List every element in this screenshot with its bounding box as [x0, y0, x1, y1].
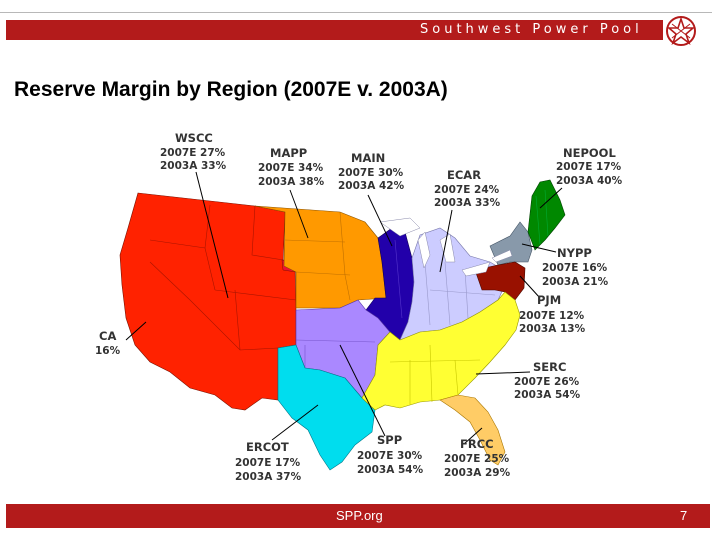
svg-text:2007E 27%: 2007E 27%: [160, 147, 226, 159]
svg-text:2003A 33%: 2003A 33%: [434, 197, 501, 209]
label-ca: CA 16%: [95, 329, 121, 357]
svg-text:2003A 13%: 2003A 13%: [519, 323, 586, 335]
region-pjm: [474, 261, 526, 301]
svg-text:16%: 16%: [95, 345, 121, 357]
svg-text:CA: CA: [99, 329, 116, 343]
region-ercot: [277, 344, 376, 471]
svg-text:MAPP: MAPP: [270, 146, 307, 160]
svg-text:PJM: PJM: [537, 293, 561, 307]
svg-text:ECAR: ECAR: [447, 168, 481, 182]
svg-text:2007E 34%: 2007E 34%: [258, 162, 324, 174]
svg-text:SPP: SPP: [377, 433, 402, 447]
svg-text:2007E 17%: 2007E 17%: [556, 161, 622, 173]
svg-text:2003A 33%: 2003A 33%: [160, 160, 227, 172]
footer-site-link[interactable]: SPP.org: [336, 508, 383, 523]
header-top-rule: [0, 12, 712, 13]
svg-text:2007E 16%: 2007E 16%: [542, 262, 608, 274]
svg-text:2007E 17%: 2007E 17%: [235, 457, 301, 469]
svg-text:2003A 42%: 2003A 42%: [338, 180, 405, 192]
label-main: MAIN 2007E 30% 2003A 42%: [338, 151, 405, 192]
label-wscc: WSCC 2007E 27% 2003A 33%: [160, 131, 227, 172]
svg-text:2007E 30%: 2007E 30%: [357, 450, 423, 462]
svg-text:2007E 26%: 2007E 26%: [514, 376, 580, 388]
footer-bar: [6, 504, 710, 528]
svg-text:2007E 25%: 2007E 25%: [444, 453, 510, 465]
svg-text:NEPOOL: NEPOOL: [563, 146, 616, 160]
svg-text:2003A 54%: 2003A 54%: [514, 389, 581, 401]
spp-star-logo-icon: [666, 16, 696, 46]
svg-text:FRCC: FRCC: [460, 437, 494, 451]
region-wscc: [119, 192, 297, 411]
svg-text:2007E 24%: 2007E 24%: [434, 184, 500, 196]
label-spp: SPP 2007E 30% 2003A 54%: [357, 433, 424, 476]
svg-text:2007E 30%: 2007E 30%: [338, 167, 404, 179]
header-org-name: Southwest Power Pool: [420, 22, 643, 37]
svg-text:2003A 40%: 2003A 40%: [556, 175, 623, 187]
label-serc: SERC 2007E 26% 2003A 54%: [514, 360, 581, 401]
svg-text:NYPP: NYPP: [557, 246, 592, 260]
svg-text:2003A 37%: 2003A 37%: [235, 471, 302, 483]
svg-text:2003A 29%: 2003A 29%: [444, 467, 511, 479]
label-nypp: NYPP 2007E 16% 2003A 21%: [542, 246, 609, 288]
svg-text:WSCC: WSCC: [175, 131, 213, 145]
page-number: 7: [680, 508, 688, 523]
header-bar: [6, 20, 663, 40]
label-nepool: NEPOOL 2007E 17% 2003A 40%: [556, 146, 623, 187]
svg-text:SERC: SERC: [533, 360, 566, 374]
label-ecar: ECAR 2007E 24% 2003A 33%: [434, 168, 501, 209]
svg-text:2003A 38%: 2003A 38%: [258, 176, 325, 188]
label-pjm: PJM 2007E 12% 2003A 13%: [519, 293, 586, 335]
svg-text:2003A 54%: 2003A 54%: [357, 464, 424, 476]
label-mapp: MAPP 2007E 34% 2003A 38%: [258, 146, 325, 188]
svg-text:2007E 12%: 2007E 12%: [519, 310, 585, 322]
label-ercot: ERCOT 2007E 17% 2003A 37%: [235, 440, 302, 483]
svg-text:ERCOT: ERCOT: [246, 440, 289, 454]
slide-title: Reserve Margin by Region (2007E v. 2003A…: [14, 78, 448, 101]
svg-text:MAIN: MAIN: [351, 151, 385, 165]
svg-text:2003A 21%: 2003A 21%: [542, 276, 609, 288]
region-frcc: [439, 394, 506, 466]
label-frcc: FRCC 2007E 25% 2003A 29%: [444, 437, 511, 479]
